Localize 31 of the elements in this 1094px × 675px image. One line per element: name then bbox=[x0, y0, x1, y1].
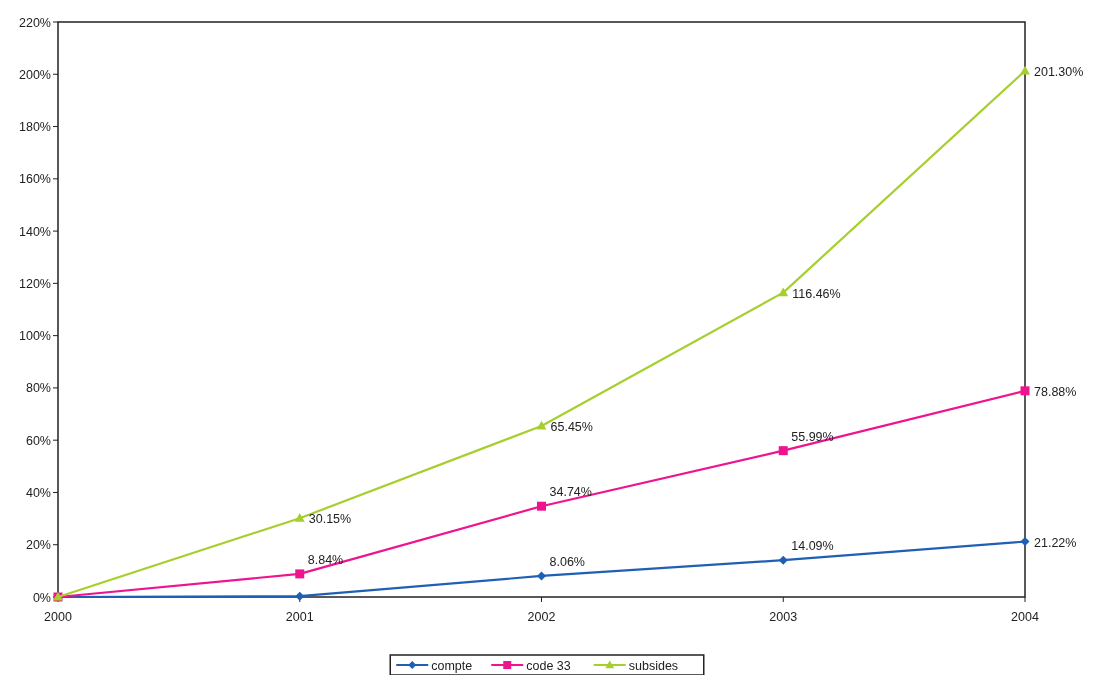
y-tick-label: 140% bbox=[19, 224, 51, 239]
x-tick-label: 2003 bbox=[769, 610, 798, 624]
data-label: 116.46% bbox=[792, 286, 841, 301]
data-label: 8.84% bbox=[307, 552, 344, 567]
data-label: 201.30% bbox=[1034, 64, 1084, 79]
x-tick-label: 2000 bbox=[44, 610, 72, 624]
data-label: 21.22% bbox=[1034, 535, 1077, 550]
data-label: 30.15% bbox=[308, 512, 352, 527]
y-tick-label: 20% bbox=[25, 538, 51, 553]
data-label: 78.88% bbox=[1034, 384, 1077, 399]
x-tick-label: 2001 bbox=[285, 610, 314, 624]
data-label: 55.99% bbox=[791, 429, 834, 444]
x-tick-label: 2002 bbox=[527, 610, 556, 624]
y-tick-label: 40% bbox=[25, 485, 51, 500]
y-tick-label: 180% bbox=[19, 120, 51, 135]
legend-label: code 33 bbox=[526, 658, 571, 673]
data-label: 8.06% bbox=[549, 554, 585, 569]
legend-label: subsides bbox=[628, 658, 679, 673]
legend-label: compte bbox=[431, 658, 473, 673]
y-tick-label: 100% bbox=[19, 329, 51, 344]
y-tick-label: 200% bbox=[19, 67, 51, 82]
y-tick-label: 160% bbox=[19, 172, 51, 187]
y-tick-label: 80% bbox=[25, 381, 51, 396]
data-label: 14.09% bbox=[791, 539, 834, 554]
data-label: 34.74% bbox=[549, 485, 592, 500]
y-tick-label: 0% bbox=[32, 590, 51, 605]
y-tick-label: 60% bbox=[25, 433, 51, 448]
x-tick-label: 2004 bbox=[1011, 610, 1039, 624]
data-label: 65.45% bbox=[550, 419, 593, 434]
y-tick-label: 120% bbox=[19, 276, 51, 291]
y-tick-label: 220% bbox=[19, 15, 51, 30]
